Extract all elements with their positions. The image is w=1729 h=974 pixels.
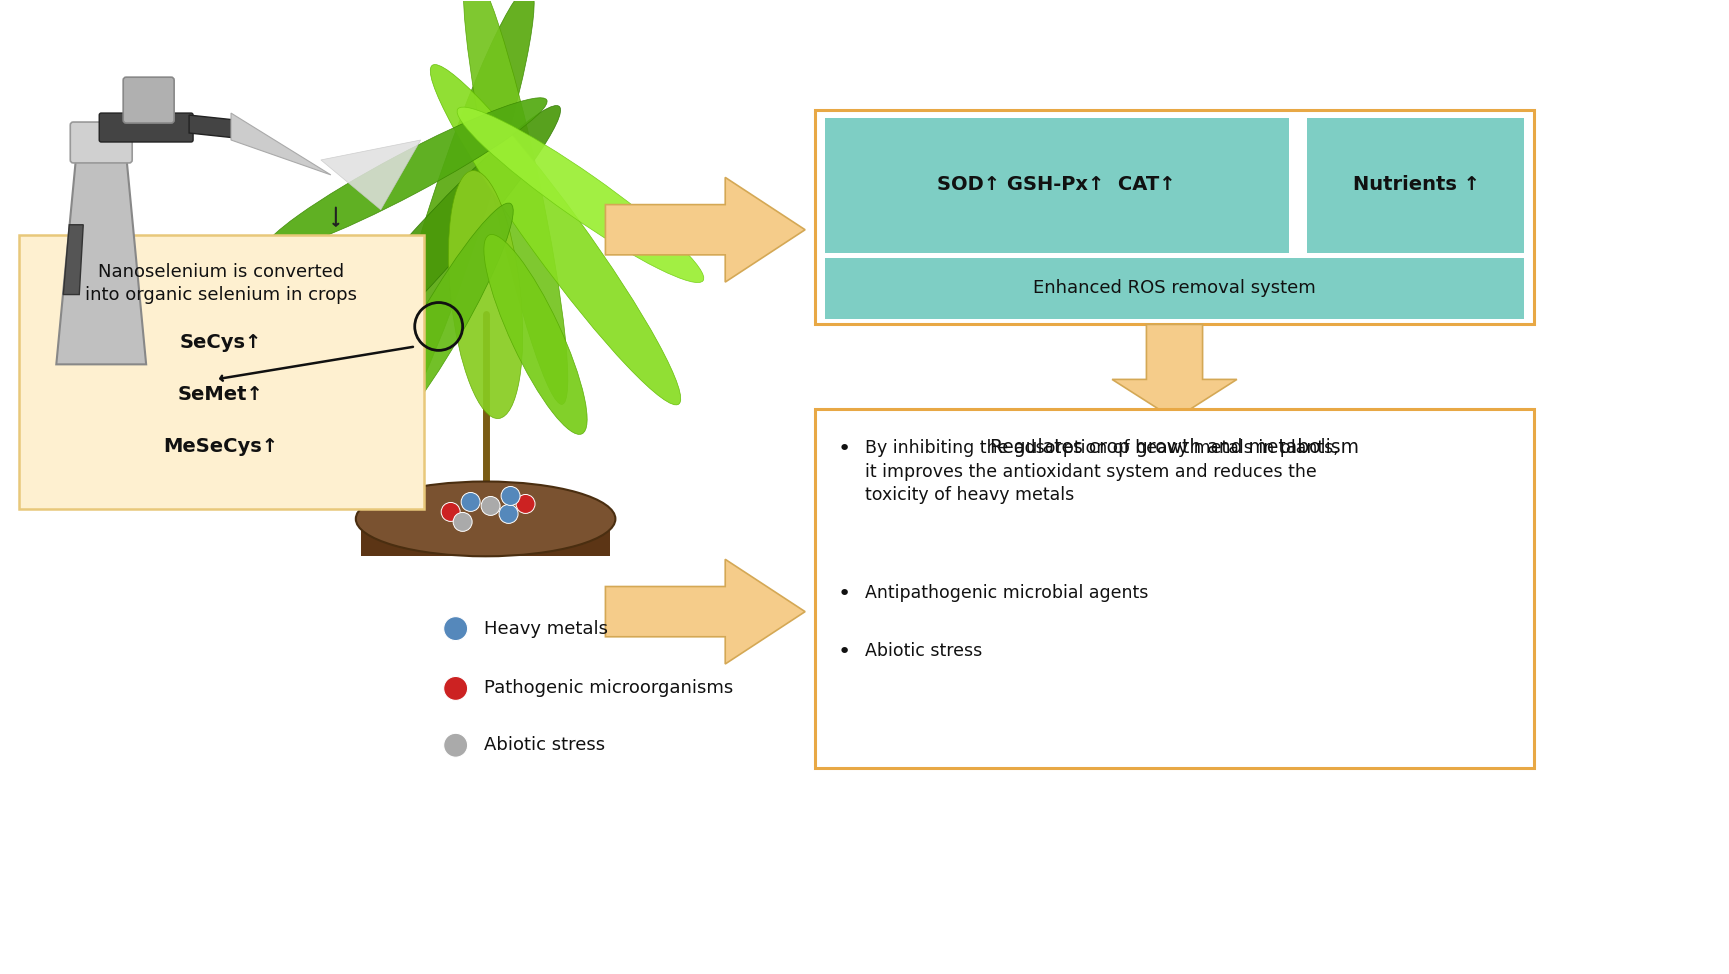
FancyBboxPatch shape <box>835 412 1515 484</box>
Text: SeCys↑: SeCys↑ <box>180 333 263 352</box>
Text: Abiotic stress: Abiotic stress <box>484 736 605 754</box>
FancyBboxPatch shape <box>825 258 1523 319</box>
FancyBboxPatch shape <box>814 110 1534 324</box>
Circle shape <box>500 505 519 523</box>
Circle shape <box>444 733 467 757</box>
FancyBboxPatch shape <box>19 235 424 509</box>
Polygon shape <box>605 177 806 282</box>
Text: MeSeCys↑: MeSeCys↑ <box>164 436 278 456</box>
FancyBboxPatch shape <box>99 113 194 142</box>
Polygon shape <box>188 115 237 138</box>
Polygon shape <box>605 559 806 664</box>
Ellipse shape <box>448 170 522 419</box>
Ellipse shape <box>456 107 704 282</box>
FancyBboxPatch shape <box>1307 118 1523 252</box>
Polygon shape <box>322 140 420 209</box>
Circle shape <box>501 486 520 506</box>
Ellipse shape <box>484 235 588 434</box>
Text: Regulates crop growth and metabolism: Regulates crop growth and metabolism <box>991 438 1359 457</box>
Text: •: • <box>839 642 851 661</box>
Polygon shape <box>361 519 610 556</box>
Circle shape <box>453 512 472 532</box>
Circle shape <box>462 493 481 511</box>
Circle shape <box>444 617 467 641</box>
Text: Abiotic stress: Abiotic stress <box>864 642 982 659</box>
Polygon shape <box>1112 484 1236 581</box>
Text: Nanoselenium is converted
into organic selenium in crops: Nanoselenium is converted into organic s… <box>85 263 356 304</box>
Text: •: • <box>839 583 851 604</box>
Text: SeMet↑: SeMet↑ <box>178 385 265 404</box>
Polygon shape <box>1112 324 1236 419</box>
Text: Enhanced ROS removal system: Enhanced ROS removal system <box>1034 279 1316 296</box>
Ellipse shape <box>463 0 567 404</box>
FancyBboxPatch shape <box>825 118 1290 252</box>
Circle shape <box>444 677 467 700</box>
FancyBboxPatch shape <box>71 122 131 163</box>
Circle shape <box>515 495 534 513</box>
Ellipse shape <box>368 203 514 446</box>
Text: Heavy metals: Heavy metals <box>484 619 607 638</box>
Text: By inhibiting the adsorption of heavy metals in plants,
it improves the antioxid: By inhibiting the adsorption of heavy me… <box>864 439 1338 505</box>
Circle shape <box>441 503 460 521</box>
Text: SOD↑ GSH-Px↑  CAT↑: SOD↑ GSH-Px↑ CAT↑ <box>937 175 1176 195</box>
Polygon shape <box>64 225 83 294</box>
Ellipse shape <box>290 105 560 404</box>
Text: •: • <box>839 439 851 459</box>
FancyBboxPatch shape <box>123 77 175 123</box>
Ellipse shape <box>265 97 546 252</box>
Polygon shape <box>232 113 330 175</box>
Text: Antipathogenic microbial agents: Antipathogenic microbial agents <box>864 583 1148 602</box>
Ellipse shape <box>377 0 534 442</box>
Ellipse shape <box>356 481 616 556</box>
FancyBboxPatch shape <box>814 409 1534 768</box>
Circle shape <box>481 497 500 515</box>
Text: Nutrients ↑: Nutrients ↑ <box>1352 175 1480 195</box>
Text: Pathogenic microorganisms: Pathogenic microorganisms <box>484 680 733 697</box>
Polygon shape <box>57 155 147 364</box>
Text: SeNPs: SeNPs <box>304 237 368 257</box>
Ellipse shape <box>431 64 681 405</box>
